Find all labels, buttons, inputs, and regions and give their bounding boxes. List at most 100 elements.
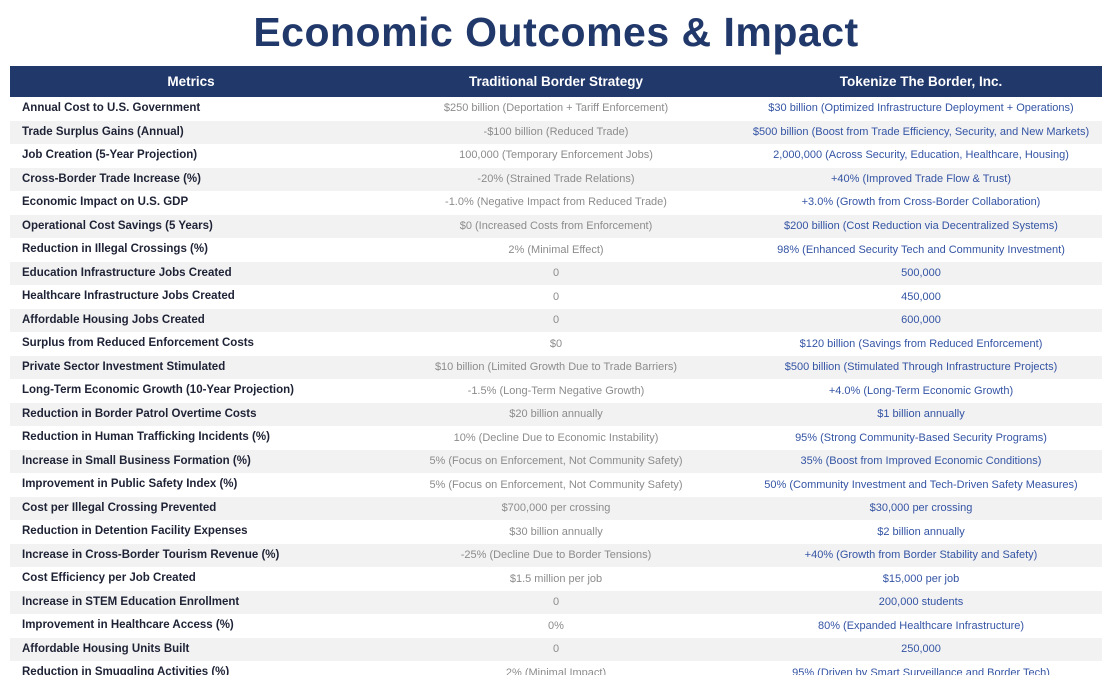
metric-cell: Trade Surplus Gains (Annual)	[22, 125, 184, 138]
tokenize-value-cell: +40% (Growth from Border Stability and S…	[804, 549, 1038, 562]
metric-cell: Improvement in Public Safety Index (%)	[22, 478, 238, 491]
table-row: Reduction in Border Patrol Overtime Cost…	[10, 402, 1102, 427]
traditional-value-cell: $30 billion annually	[509, 525, 603, 538]
table-row: Operational Cost Savings (5 Years) $0 (In…	[10, 214, 1102, 239]
traditional-value-cell: 2% (Minimal Effect)	[508, 243, 604, 256]
table-row: Increase in Cross-Border Tourism Revenue…	[10, 543, 1102, 568]
metric-cell: Surplus from Reduced Enforcement Costs	[22, 337, 254, 350]
tokenize-value-cell: 450,000	[901, 290, 941, 303]
tokenize-value-cell: $500 billion (Boost from Trade Efficienc…	[752, 125, 1090, 138]
traditional-value-cell: 0	[552, 290, 560, 303]
metric-cell: Cost Efficiency per Job Created	[22, 572, 196, 585]
tokenize-value-cell: +3.0% (Growth from Cross-Border Collabor…	[801, 196, 1041, 209]
table-row: Cost Efficiency per Job Created $1.5 mill…	[10, 567, 1102, 591]
table-row: Reduction in Illegal Crossings (%) 2% (Mi…	[10, 238, 1102, 262]
tokenize-value-cell: $500 billion (Stimulated Through Infrast…	[784, 361, 1058, 374]
traditional-value-cell: 5% (Focus on Enforcement, Not Community …	[429, 455, 683, 468]
traditional-value-cell: -1.0% (Negative Impact from Reduced Trad…	[445, 196, 667, 209]
metric-cell: Economic Impact on U.S. GDP	[22, 196, 189, 209]
header-row: Metrics Traditional Border Strategy Toke…	[10, 66, 1102, 98]
table-row: Increase in STEM Education Enrollment 0 20…	[10, 590, 1102, 615]
traditional-value-cell: 0%	[548, 619, 564, 632]
traditional-value-cell: 2% (Minimal Impact)	[505, 666, 607, 675]
metric-cell: Affordable Housing Jobs Created	[22, 313, 205, 326]
tokenize-value-cell: 35% (Boost from Improved Economic Condit…	[800, 455, 1042, 468]
tokenize-value-cell: 50% (Community Investment and Tech-Drive…	[764, 478, 1078, 491]
table-row: Affordable Housing Jobs Created 0 600,000	[10, 308, 1102, 333]
table-row: Reduction in Smuggling Activities (%) 2% …	[10, 661, 1102, 675]
table-row: Education Infrastructure Jobs Created 0 50…	[10, 261, 1102, 286]
table-row: Increase in Small Business Formation (%)…	[10, 449, 1102, 474]
metric-cell: Increase in Small Business Formation (%)	[22, 454, 251, 467]
table-row: Surplus from Reduced Enforcement Costs $0…	[10, 332, 1102, 356]
tokenize-value-cell: 600,000	[901, 314, 941, 327]
traditional-value-cell: 0	[552, 643, 560, 656]
tokenize-value-cell: 500,000	[901, 267, 941, 280]
tokenize-value-cell: 2,000,000 (Across Security, Education, H…	[773, 149, 1069, 162]
metric-cell: Operational Cost Savings (5 Years)	[22, 219, 213, 232]
metric-cell: Cost per Illegal Crossing Prevented	[22, 501, 217, 514]
table-row: Annual Cost to U.S. Government $250 billi…	[10, 97, 1102, 121]
traditional-value-cell: $700,000 per crossing	[501, 502, 611, 515]
tokenize-value-cell: +40% (Improved Trade Flow & Trust)	[830, 172, 1012, 185]
tokenize-value-cell: $30,000 per crossing	[869, 502, 973, 515]
tokenize-value-cell: 98% (Enhanced Security Tech and Communit…	[777, 243, 1065, 256]
metric-cell: Increase in Cross-Border Tourism Revenue…	[22, 548, 280, 561]
traditional-value-cell: $0 (Increased Costs from Enforcement)	[459, 220, 653, 232]
metric-cell: Healthcare Infrastructure Jobs Created	[22, 290, 235, 303]
metric-cell: Increase in STEM Education Enrollment	[22, 595, 240, 608]
traditional-value-cell: $250 billion (Deportation + Tariff Enfor…	[443, 102, 669, 115]
economic-outcomes-table: Metrics Traditional Border Strategy Toke…	[10, 66, 1102, 675]
traditional-value-cell: $0	[549, 337, 563, 350]
tokenize-value-cell: $15,000 per job	[882, 572, 960, 585]
tokenize-value-cell: $2 billion annually	[877, 525, 965, 538]
table-row: Healthcare Infrastructure Jobs Created 0 4…	[10, 285, 1102, 309]
page-title: Economic Outcomes & Impact	[253, 9, 859, 55]
traditional-value-cell: 0	[552, 267, 560, 280]
traditional-value-cell: 5% (Focus on Enforcement, Not Community …	[429, 478, 683, 491]
tokenize-value-cell: 95% (Driven by Smart Surveillance and Bo…	[792, 666, 1050, 675]
tokenize-value-cell: $30 billion (Optimized Infrastructure De…	[768, 102, 1074, 115]
tokenize-value-cell: 250,000	[901, 643, 941, 656]
table-row: Private Sector Investment Stimulated $10 …	[10, 355, 1102, 380]
metric-cell: Improvement in Healthcare Access (%)	[22, 619, 234, 632]
table-row: Cost per Illegal Crossing Prevented $700,…	[10, 496, 1102, 521]
table-row: Improvement in Healthcare Access (%) 0% 80…	[10, 614, 1102, 638]
metric-cell: Cross-Border Trade Increase (%)	[22, 172, 201, 185]
metric-cell: Long-Term Economic Growth (10-Year Proje…	[22, 384, 294, 397]
col-header-tokenize: Tokenize The Border, Inc.	[740, 66, 1102, 98]
metric-cell: Job Creation (5-Year Projection)	[22, 149, 198, 162]
table-row: Improvement in Public Safety Index (%) 5%…	[10, 473, 1102, 497]
traditional-value-cell: -20% (Strained Trade Relations)	[477, 172, 635, 185]
metric-cell: Reduction in Detention Facility Expenses	[22, 525, 248, 538]
metric-cell: Affordable Housing Units Built	[22, 642, 190, 655]
tokenize-value-cell: $1 billion annually	[877, 408, 965, 421]
table-row: Job Creation (5-Year Projection) 100,000 …	[10, 144, 1102, 168]
traditional-value-cell: -1.5% (Long-Term Negative Growth)	[467, 384, 645, 397]
traditional-value-cell: $20 billion annually	[509, 408, 603, 421]
traditional-value-cell: 0	[552, 314, 560, 327]
table-row: Affordable Housing Units Built 0 250,000	[10, 637, 1102, 662]
table-row: Reduction in Human Trafficking Incidents…	[10, 426, 1102, 450]
metric-cell: Education Infrastructure Jobs Created	[22, 266, 232, 279]
traditional-value-cell: 0	[552, 596, 560, 609]
traditional-value-cell: -25% (Decline Due to Border Tensions)	[460, 549, 652, 562]
table-row: Reduction in Detention Facility Expenses…	[10, 520, 1102, 544]
tokenize-value-cell: 200,000 students	[878, 596, 964, 609]
tokenize-value-cell: +4.0% (Long-Term Economic Growth)	[828, 384, 1014, 397]
tokenize-value-cell: 80% (Expanded Healthcare Infrastructure)	[817, 619, 1025, 632]
tokenize-value-cell: 95% (Strong Community-Based Security Pro…	[795, 431, 1047, 444]
traditional-value-cell: 10% (Decline Due to Economic Instability…	[453, 431, 659, 444]
table-row: Cross-Border Trade Increase (%) -20% (Str…	[10, 167, 1102, 192]
col-header-traditional: Traditional Border Strategy	[372, 66, 740, 98]
metric-cell: Reduction in Border Patrol Overtime Cost…	[22, 407, 257, 420]
table-row: Long-Term Economic Growth (10-Year Proje…	[10, 379, 1102, 403]
table-row: Economic Impact on U.S. GDP -1.0% (Negati…	[10, 191, 1102, 215]
metric-cell: Reduction in Smuggling Activities (%)	[22, 666, 230, 675]
metric-cell: Annual Cost to U.S. Government	[22, 102, 201, 115]
tokenize-value-cell: $120 billion (Savings from Reduced Enfor…	[799, 337, 1043, 350]
traditional-value-cell: -$100 billion (Reduced Trade)	[483, 125, 629, 138]
metric-cell: Reduction in Illegal Crossings (%)	[22, 243, 208, 256]
table-row: Trade Surplus Gains (Annual) -$100 billio…	[10, 120, 1102, 145]
